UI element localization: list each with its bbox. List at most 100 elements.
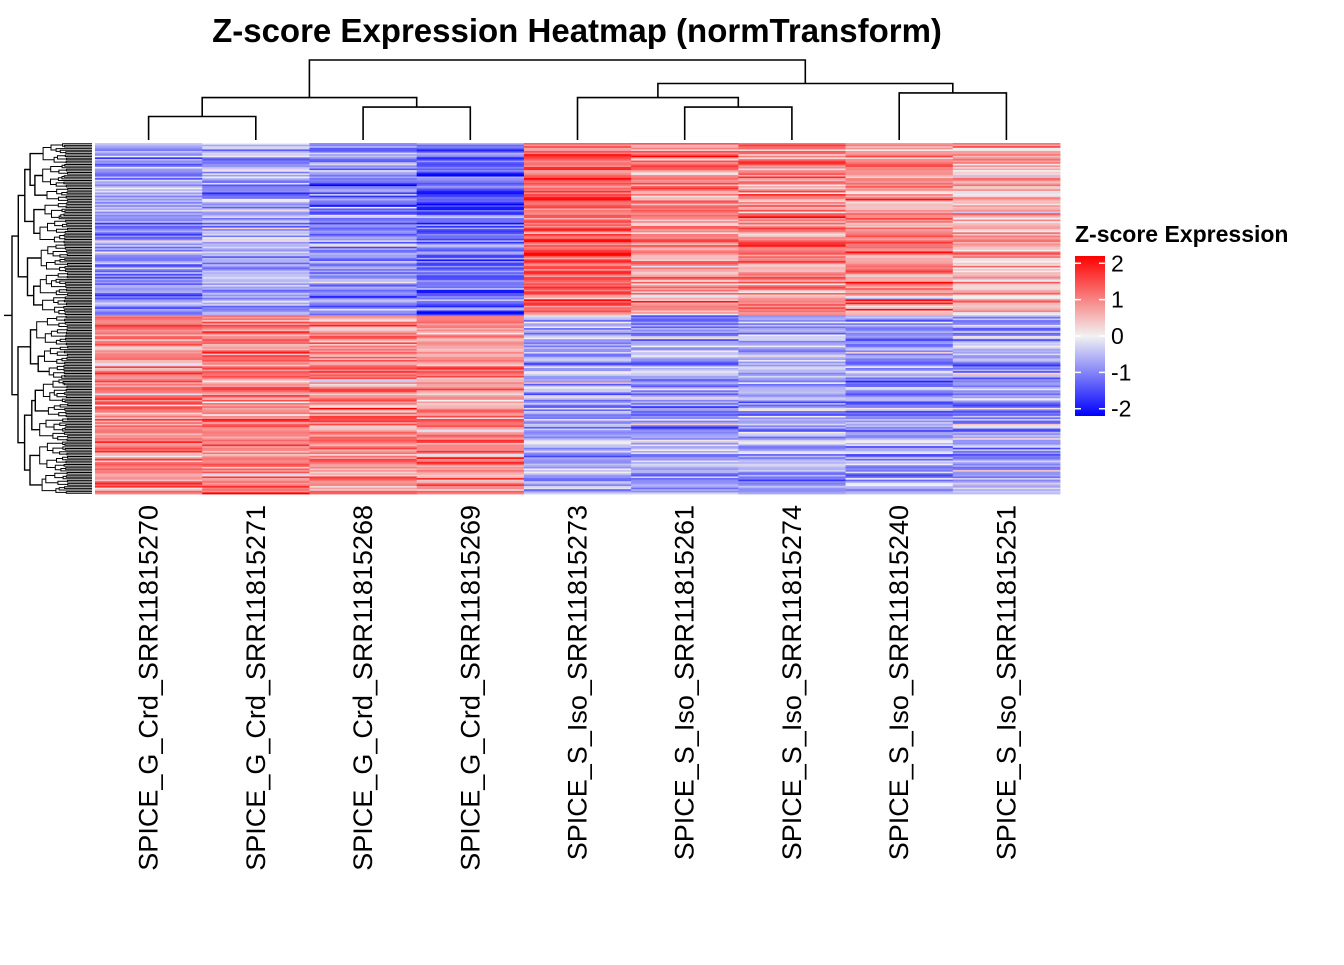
heatmap-cell <box>202 184 310 187</box>
heatmap-cell <box>845 458 954 461</box>
heatmap-cell <box>95 275 203 278</box>
heatmap-cell <box>631 320 739 323</box>
row-dendrogram-branch <box>65 205 92 209</box>
heatmap-cell <box>845 409 954 412</box>
heatmap-cell <box>416 447 525 450</box>
heatmap-cell <box>416 358 525 361</box>
heatmap-cell <box>309 294 418 297</box>
heatmap-cell <box>309 454 418 457</box>
heatmap-cell <box>845 233 954 236</box>
row-dendrogram-branch <box>42 383 53 397</box>
heatmap-cell <box>631 350 739 353</box>
heatmap-cell <box>631 273 739 276</box>
heatmap-cell <box>309 186 418 189</box>
heatmap-cell <box>416 174 525 177</box>
heatmap-cell <box>523 398 632 401</box>
heatmap-cell <box>523 350 632 353</box>
heatmap-cell <box>738 294 846 297</box>
row-dendrogram-branch <box>66 250 92 253</box>
heatmap-cell <box>523 248 632 251</box>
heatmap-cell <box>309 251 418 254</box>
heatmap-cell <box>309 197 418 200</box>
heatmap-cell <box>309 339 418 342</box>
heatmap-cell <box>845 269 954 272</box>
heatmap-cell <box>309 433 418 436</box>
heatmap-cell <box>523 144 632 147</box>
heatmap-cell <box>95 211 203 214</box>
heatmap-cell <box>95 383 203 386</box>
heatmap-cell <box>95 371 203 374</box>
heatmap-cell <box>738 426 846 429</box>
heatmap-cell <box>523 383 632 386</box>
heatmap-cell <box>416 359 525 362</box>
heatmap-cell <box>738 186 846 189</box>
heatmap-cell <box>952 238 1061 241</box>
heatmap-cell <box>416 350 525 353</box>
heatmap-cell <box>95 329 203 332</box>
heatmap-cell <box>738 492 846 495</box>
heatmap-cell <box>95 433 203 436</box>
heatmap-cell <box>523 332 632 335</box>
heatmap-cell <box>309 243 418 246</box>
heatmap-cell <box>416 366 525 369</box>
heatmap-cell <box>845 224 954 227</box>
heatmap-cell <box>738 395 846 398</box>
column-label: SPICE_G_Crd_SRR11815269 <box>455 505 485 871</box>
heatmap-cell <box>309 280 418 283</box>
heatmap-cell <box>738 256 846 259</box>
heatmap-cell <box>523 253 632 256</box>
heatmap-cell <box>309 328 418 331</box>
heatmap-cell <box>845 302 954 305</box>
heatmap-cell <box>416 409 525 412</box>
heatmap-cell <box>631 363 739 366</box>
heatmap-cell <box>738 305 846 308</box>
row-dendrogram-branch <box>42 299 55 311</box>
heatmap-cell <box>738 438 846 441</box>
heatmap-cell <box>952 393 1061 396</box>
heatmap-cell <box>416 241 525 244</box>
heatmap-cell <box>631 257 739 260</box>
heatmap-cell <box>738 296 846 299</box>
heatmap-cell <box>845 210 954 213</box>
heatmap-cell <box>95 240 203 243</box>
heatmap-cell <box>523 154 632 157</box>
heatmap-cell <box>952 470 1061 473</box>
heatmap-cell <box>631 238 739 241</box>
heatmap-cell <box>202 189 310 192</box>
heatmap-cell <box>523 195 632 198</box>
heatmap-cell <box>416 143 525 145</box>
heatmap-cell <box>202 388 310 391</box>
heatmap-cell <box>952 474 1061 477</box>
heatmap-cell <box>95 489 203 492</box>
heatmap-cell <box>523 487 632 490</box>
heatmap-cell <box>416 315 525 318</box>
heatmap-cell <box>202 426 310 429</box>
heatmap-cell <box>309 486 418 489</box>
heatmap-cell <box>738 383 846 386</box>
heatmap-cell <box>845 144 954 147</box>
heatmap-cell <box>845 173 954 176</box>
heatmap-cell <box>952 304 1061 307</box>
heatmap-cell <box>952 399 1061 402</box>
heatmap-cell <box>952 224 1061 227</box>
heatmap-cell <box>523 296 632 299</box>
heatmap-cell <box>738 320 846 323</box>
heatmap-cell <box>845 326 954 329</box>
heatmap-cell <box>631 297 739 300</box>
heatmap-cell <box>738 446 846 449</box>
heatmap-cell <box>631 369 739 372</box>
heatmap-cell <box>202 302 310 305</box>
heatmap-cell <box>631 313 739 316</box>
heatmap-cell <box>416 375 525 378</box>
heatmap-cell <box>95 391 203 394</box>
row-dendrogram-branch <box>63 432 92 435</box>
heatmap-cell <box>845 149 954 152</box>
heatmap-cell <box>845 388 954 391</box>
heatmap-cell <box>738 388 846 391</box>
heatmap-cell <box>631 202 739 205</box>
heatmap-cell <box>523 380 632 383</box>
heatmap-cell <box>416 299 525 302</box>
heatmap-cell <box>523 146 632 149</box>
heatmap-cell <box>738 257 846 260</box>
heatmap-cell <box>202 227 310 230</box>
